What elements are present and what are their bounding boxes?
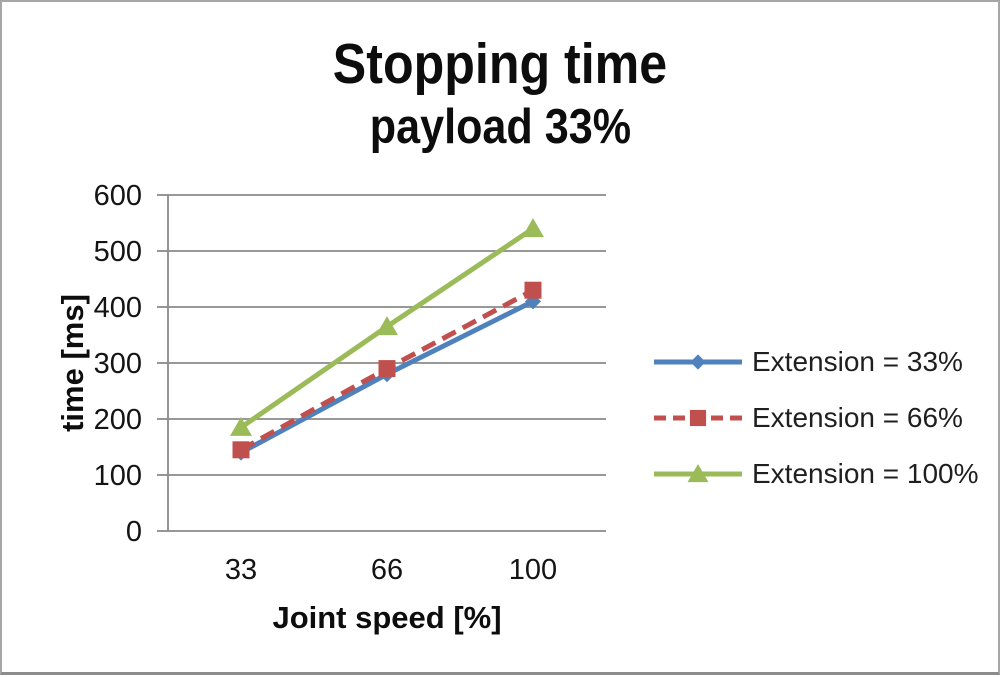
y-tick-label: 100	[94, 460, 142, 492]
series-marker-square	[378, 360, 396, 378]
legend-line-sample	[654, 354, 742, 370]
y-tick-label: 0	[126, 516, 142, 548]
legend-label: Extension = 100%	[752, 458, 979, 489]
x-tick-label: 66	[371, 554, 403, 586]
y-tick-label: 600	[94, 180, 142, 212]
series-marker-square	[232, 441, 250, 459]
legend-row: Extension = 66%	[652, 390, 979, 446]
legend-line-sample	[654, 464, 742, 483]
chart-subtitle-text: payload 33%	[369, 100, 631, 154]
x-axis-title: Joint speed [%]	[272, 600, 502, 635]
y-axis-title: time [ms]	[55, 294, 90, 432]
series-marker-triangle	[687, 464, 709, 483]
series-marker-square	[689, 409, 707, 427]
y-tick-label: 200	[94, 404, 142, 436]
y-tick-label: 500	[94, 236, 142, 268]
series-marker-square	[524, 281, 542, 299]
series-marker-diamond	[690, 354, 706, 370]
chart-title: Stopping time	[2, 36, 998, 93]
legend-label: Extension = 66%	[752, 402, 963, 433]
y-tick-label: 400	[94, 292, 142, 324]
legend-label: Extension = 33%	[752, 346, 963, 377]
x-tick-label: 33	[225, 554, 257, 586]
chart-title-text: Stopping time	[332, 32, 668, 96]
y-tick-label: 300	[94, 348, 142, 380]
legend-row: Extension = 100%	[652, 446, 979, 502]
series-marker-triangle	[376, 316, 398, 336]
legend-row: Extension = 33%	[652, 334, 979, 390]
x-tick-label: 100	[509, 554, 557, 586]
legend-line-sample	[654, 409, 742, 427]
series-marker-triangle	[230, 416, 252, 436]
chart-subtitle: payload 33%	[2, 103, 998, 152]
legend: Extension = 33% Extension = 66% Extension …	[652, 334, 979, 502]
series-marker-triangle	[522, 218, 544, 238]
